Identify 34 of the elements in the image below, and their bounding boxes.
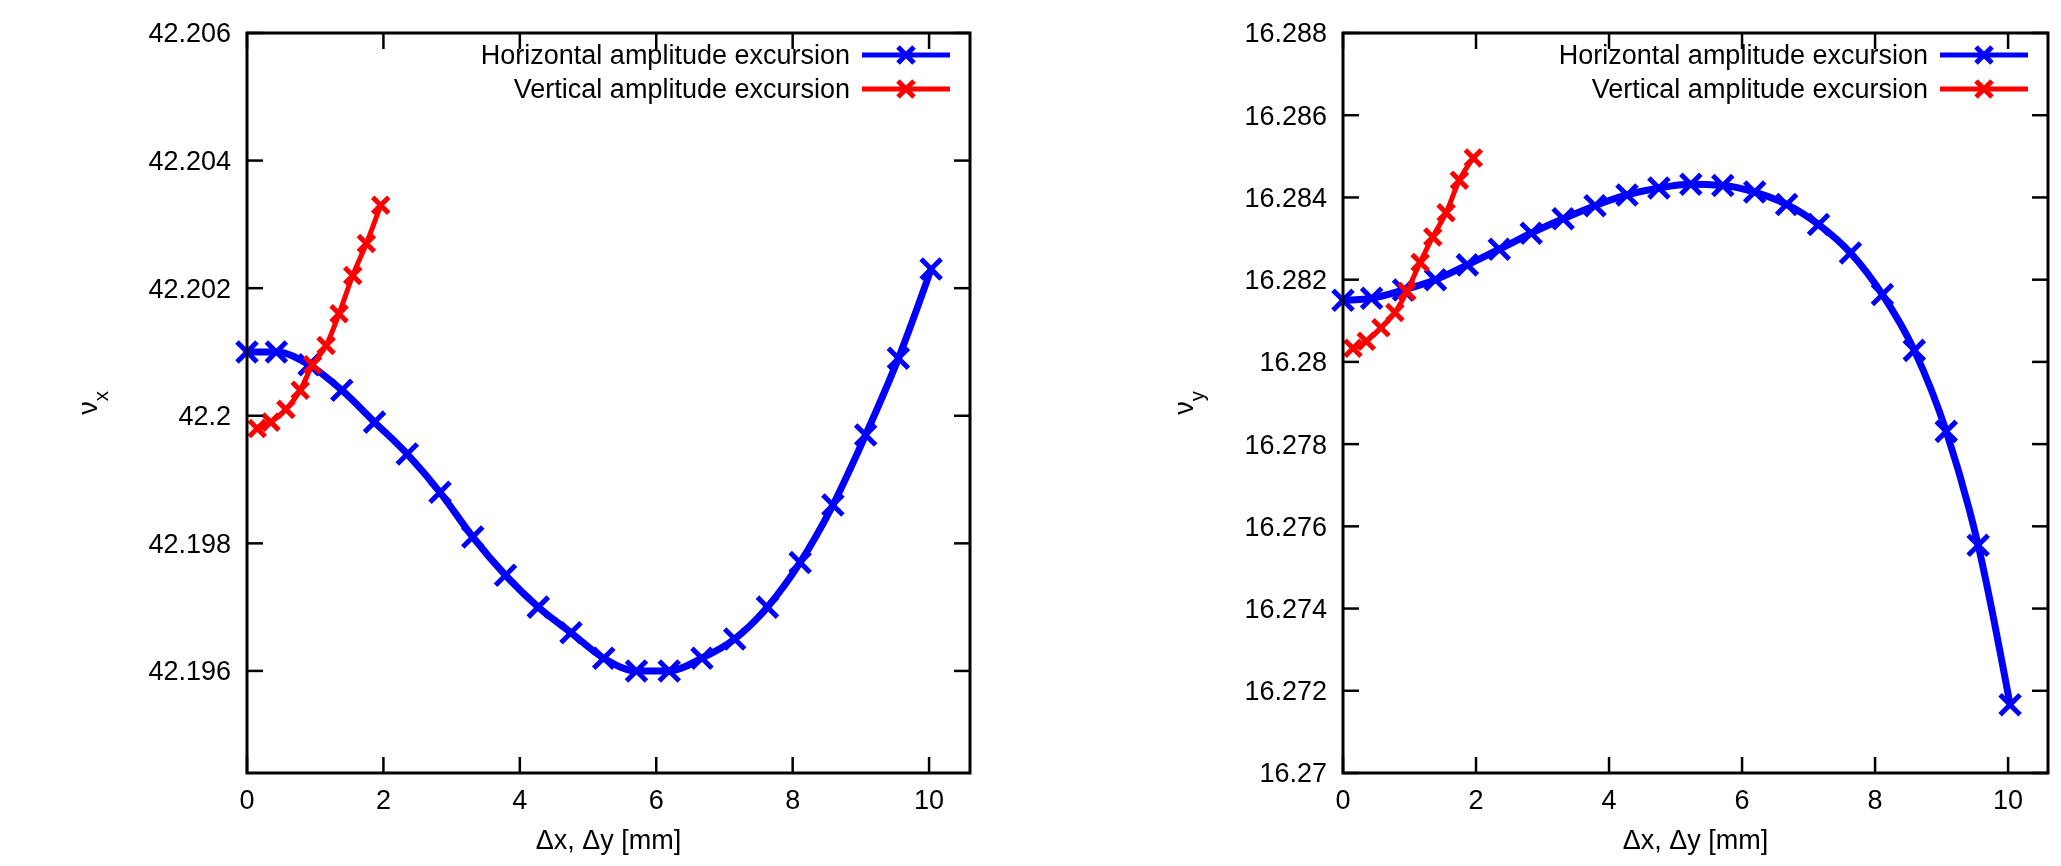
- x-tick-label: 10: [914, 785, 945, 815]
- legend-label: Vertical amplitude excursion: [1591, 74, 1928, 105]
- x-tick-label: 6: [1734, 785, 1750, 815]
- y-tick-label: 16.272: [1244, 676, 1327, 707]
- x-tick-label: 4: [1601, 785, 1617, 815]
- x-axis-title: Δx, Δy [mm]: [535, 825, 682, 855]
- x-tick-label: 10: [1993, 785, 2024, 815]
- x-axis-title: Δx, Δy [mm]: [1622, 825, 1769, 855]
- x-tick-label: 8: [1867, 785, 1883, 815]
- x-tick-label: 2: [1468, 785, 1484, 815]
- y-tick-label: 42.206: [148, 18, 231, 49]
- legend-label: Vertical amplitude excursion: [513, 74, 850, 105]
- y-tick-label: 42.2: [178, 401, 231, 432]
- legend-label: Horizontal amplitude excursion: [1558, 40, 1928, 71]
- y-tick-label: 16.288: [1244, 18, 1327, 49]
- x-tick-label: 2: [375, 785, 391, 815]
- y-tick-label: 16.278: [1244, 429, 1327, 460]
- y-tick-label: 16.276: [1244, 511, 1327, 542]
- y-tick-label: 16.27: [1259, 758, 1327, 789]
- y-tick-label: 16.274: [1244, 594, 1327, 625]
- y-tick-label: 16.284: [1244, 182, 1327, 213]
- x-tick-label: 0: [239, 785, 255, 815]
- y-tick-label: 16.282: [1244, 265, 1327, 296]
- y-tick-label: 42.196: [148, 656, 231, 687]
- y-tick-label: 42.198: [148, 528, 231, 559]
- y-tick-label: 42.202: [148, 273, 231, 304]
- y-tick-label: 16.286: [1244, 100, 1327, 131]
- x-tick-label: 6: [648, 785, 664, 815]
- legend-label: Horizontal amplitude excursion: [480, 40, 850, 71]
- y-tick-label: 42.204: [148, 146, 231, 177]
- x-tick-label: 4: [512, 785, 528, 815]
- x-tick-label: 0: [1335, 785, 1351, 815]
- x-tick-label: 8: [785, 785, 801, 815]
- y-tick-label: 16.28: [1259, 347, 1327, 378]
